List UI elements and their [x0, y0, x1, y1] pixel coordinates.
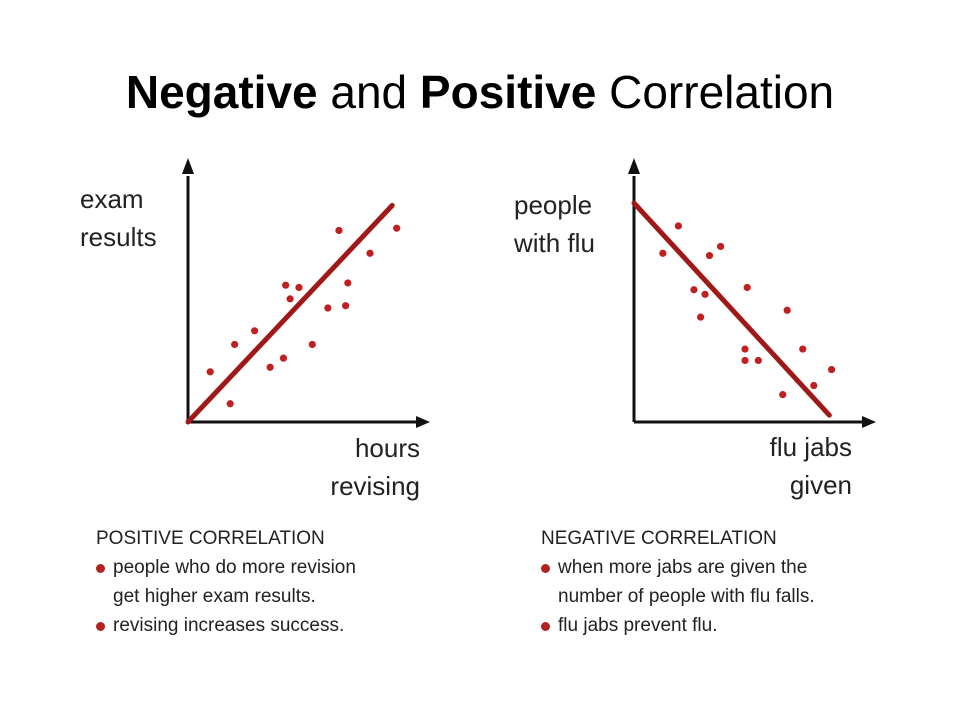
x-axis-label: flu jabs given	[770, 432, 852, 500]
x-axis-label: hours revising	[330, 433, 420, 501]
negative-caption-item-line: flu jabs prevent flu.	[558, 615, 718, 636]
y-axis-label-line: results	[80, 222, 157, 252]
y-axis-label-line: with flu	[513, 228, 595, 258]
negative-correlation-caption: NEGATIVE CORRELATION when more jabs are g…	[541, 524, 901, 640]
negative-caption-item: when more jabs are given the number of pe…	[541, 553, 901, 611]
bullet-icon	[96, 622, 105, 631]
trend-line	[631, 200, 832, 418]
data-point	[366, 249, 374, 257]
positive-caption-item: revising increases success.	[96, 611, 436, 640]
data-point	[286, 295, 294, 303]
title-correlation: Correlation	[596, 66, 835, 118]
negative-caption-item: flu jabs prevent flu.	[541, 611, 901, 640]
data-point	[716, 242, 725, 251]
x-axis-label-line: hours	[355, 433, 420, 463]
data-point	[393, 224, 401, 232]
positive-caption-item-line: people who do more revision	[113, 557, 356, 578]
data-point	[266, 363, 274, 371]
y-axis-label: people with flu	[513, 190, 595, 258]
x-axis-arrow	[862, 416, 876, 428]
data-point	[251, 327, 259, 335]
data-point	[743, 283, 751, 292]
positive-caption-item: people who do more revision get higher ex…	[96, 553, 436, 611]
data-point	[705, 251, 714, 260]
positive-chart: exam results hours revising	[80, 158, 430, 501]
trend-line	[185, 202, 395, 425]
positive-caption-heading: POSITIVE CORRELATION	[96, 528, 325, 549]
data-point	[226, 400, 234, 408]
data-point	[783, 306, 791, 314]
data-point	[282, 281, 290, 289]
data-point	[231, 340, 239, 349]
title-negative: Negative	[125, 66, 318, 118]
data-point	[335, 226, 343, 235]
data-point	[279, 354, 288, 362]
x-axis-label-line: revising	[330, 471, 420, 501]
y-axis-arrow	[628, 158, 640, 174]
data-point	[697, 313, 705, 321]
data-point	[206, 368, 214, 376]
page-title: Negative and Positive Correlation	[0, 62, 960, 122]
data-point	[342, 302, 350, 310]
y-axis-arrow	[182, 158, 194, 174]
negative-chart: people with flu flu jabs given	[513, 158, 876, 500]
data-point	[308, 340, 316, 349]
title-positive: Positive	[419, 66, 597, 118]
positive-correlation-caption: POSITIVE CORRELATION people who do more r…	[96, 524, 436, 640]
negative-caption-item-line: number of people with flu falls.	[558, 586, 815, 607]
data-point	[344, 279, 352, 287]
bullet-icon	[96, 564, 105, 573]
x-axis-arrow	[416, 416, 430, 428]
data-point	[741, 345, 749, 353]
y-axis-label-line: people	[514, 190, 592, 220]
y-axis-label-line: exam	[80, 184, 144, 214]
data-point	[701, 290, 709, 298]
x-axis-label-line: given	[790, 470, 852, 500]
bullet-icon	[541, 564, 550, 573]
data-point	[741, 356, 749, 365]
data-point	[810, 381, 818, 390]
x-axis-label-line: flu jabs	[770, 432, 852, 462]
data-point	[674, 222, 683, 230]
title-and: and	[317, 66, 420, 118]
positive-caption-item-line: get higher exam results.	[113, 586, 316, 607]
bullet-icon	[541, 622, 550, 631]
data-point	[659, 249, 667, 257]
data-point	[827, 365, 836, 374]
y-axis-label: exam results	[80, 184, 157, 252]
data-point	[779, 391, 787, 399]
data-point	[799, 345, 807, 353]
data-point	[754, 356, 762, 365]
positive-caption-item-line: revising increases success.	[113, 615, 345, 636]
negative-caption-item-line: when more jabs are given the	[558, 557, 808, 578]
negative-caption-heading: NEGATIVE CORRELATION	[541, 528, 777, 549]
data-point	[690, 286, 698, 294]
data-point	[295, 283, 303, 292]
data-point	[324, 304, 332, 312]
